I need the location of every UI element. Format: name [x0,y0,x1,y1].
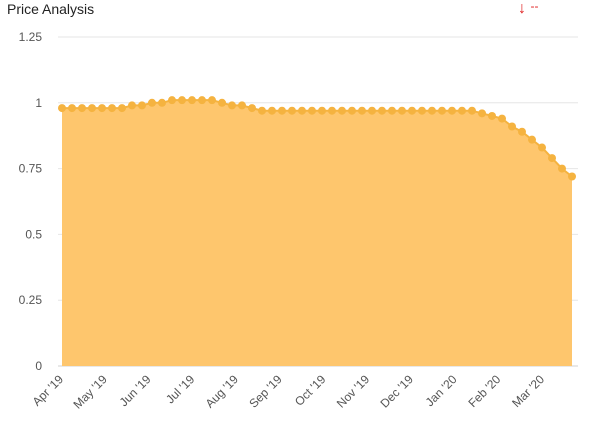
data-point [58,104,66,113]
data-point [178,96,186,105]
y-tick-label: 0.5 [25,227,42,241]
data-point [208,96,216,105]
data-point [108,104,116,113]
data-point [528,135,536,144]
area-fill [62,100,572,366]
y-tick-label: 1.25 [19,30,43,44]
x-tick-label: Feb '20 [465,372,503,410]
x-tick-label: Oct '19 [292,372,329,409]
data-point [388,106,396,115]
data-point [508,122,516,131]
data-point [368,106,376,115]
data-point [438,106,446,115]
data-point [458,106,466,115]
data-point [478,109,486,118]
data-point [128,101,136,110]
data-point [568,172,576,181]
y-tick-label: 1 [35,96,42,110]
data-point [78,104,86,113]
data-point [68,104,76,113]
data-point [168,96,176,105]
data-point [548,154,556,163]
x-tick-label: Aug '19 [203,372,242,411]
data-point [308,106,316,115]
data-point [318,106,326,115]
data-point [358,106,366,115]
data-point [188,96,196,105]
data-point [288,106,296,115]
data-point [448,106,456,115]
x-tick-label: May '19 [70,372,110,412]
data-point [228,101,236,110]
data-point [298,106,306,115]
data-point [488,111,496,120]
data-point [238,101,246,110]
x-tick-label: Sep '19 [246,372,285,411]
data-point [498,114,506,123]
series-line [62,99,573,178]
data-point [428,106,436,115]
data-point [138,101,146,110]
data-point [198,96,206,105]
data-point [518,127,526,136]
x-tick-label: Dec '19 [378,372,417,411]
chart-title: Price Analysis [7,1,95,17]
data-point [328,106,336,115]
data-point [558,164,566,173]
data-point [268,106,276,115]
y-tick-label: 0.25 [19,293,43,307]
data-point [218,98,226,107]
x-tick-label: Jun '19 [117,372,154,409]
down-arrow-icon: ↓ [518,0,526,17]
data-point [538,143,546,152]
data-point [148,98,156,107]
trend-value: -- [530,0,539,13]
data-point [398,106,406,115]
data-point [348,106,356,115]
data-point [408,106,416,115]
trend-indicator: ↓ -- [518,0,538,18]
x-tick-label: Nov '19 [334,372,373,411]
data-point [158,98,166,107]
data-point [248,104,256,113]
data-point [378,106,386,115]
data-point [98,104,106,113]
x-tick-label: Mar '20 [509,372,547,410]
data-point [258,106,266,115]
y-tick-label: 0 [35,359,42,373]
data-point [278,106,286,115]
data-point [118,104,126,113]
x-tick-label: Jan '20 [423,372,460,409]
x-tick-label: Apr '19 [30,372,67,409]
data-point [418,106,426,115]
y-tick-label: 0.75 [19,162,43,176]
data-point [88,104,96,113]
x-tick-label: Jul '19 [163,372,197,406]
data-point [338,106,346,115]
data-point [468,106,476,115]
